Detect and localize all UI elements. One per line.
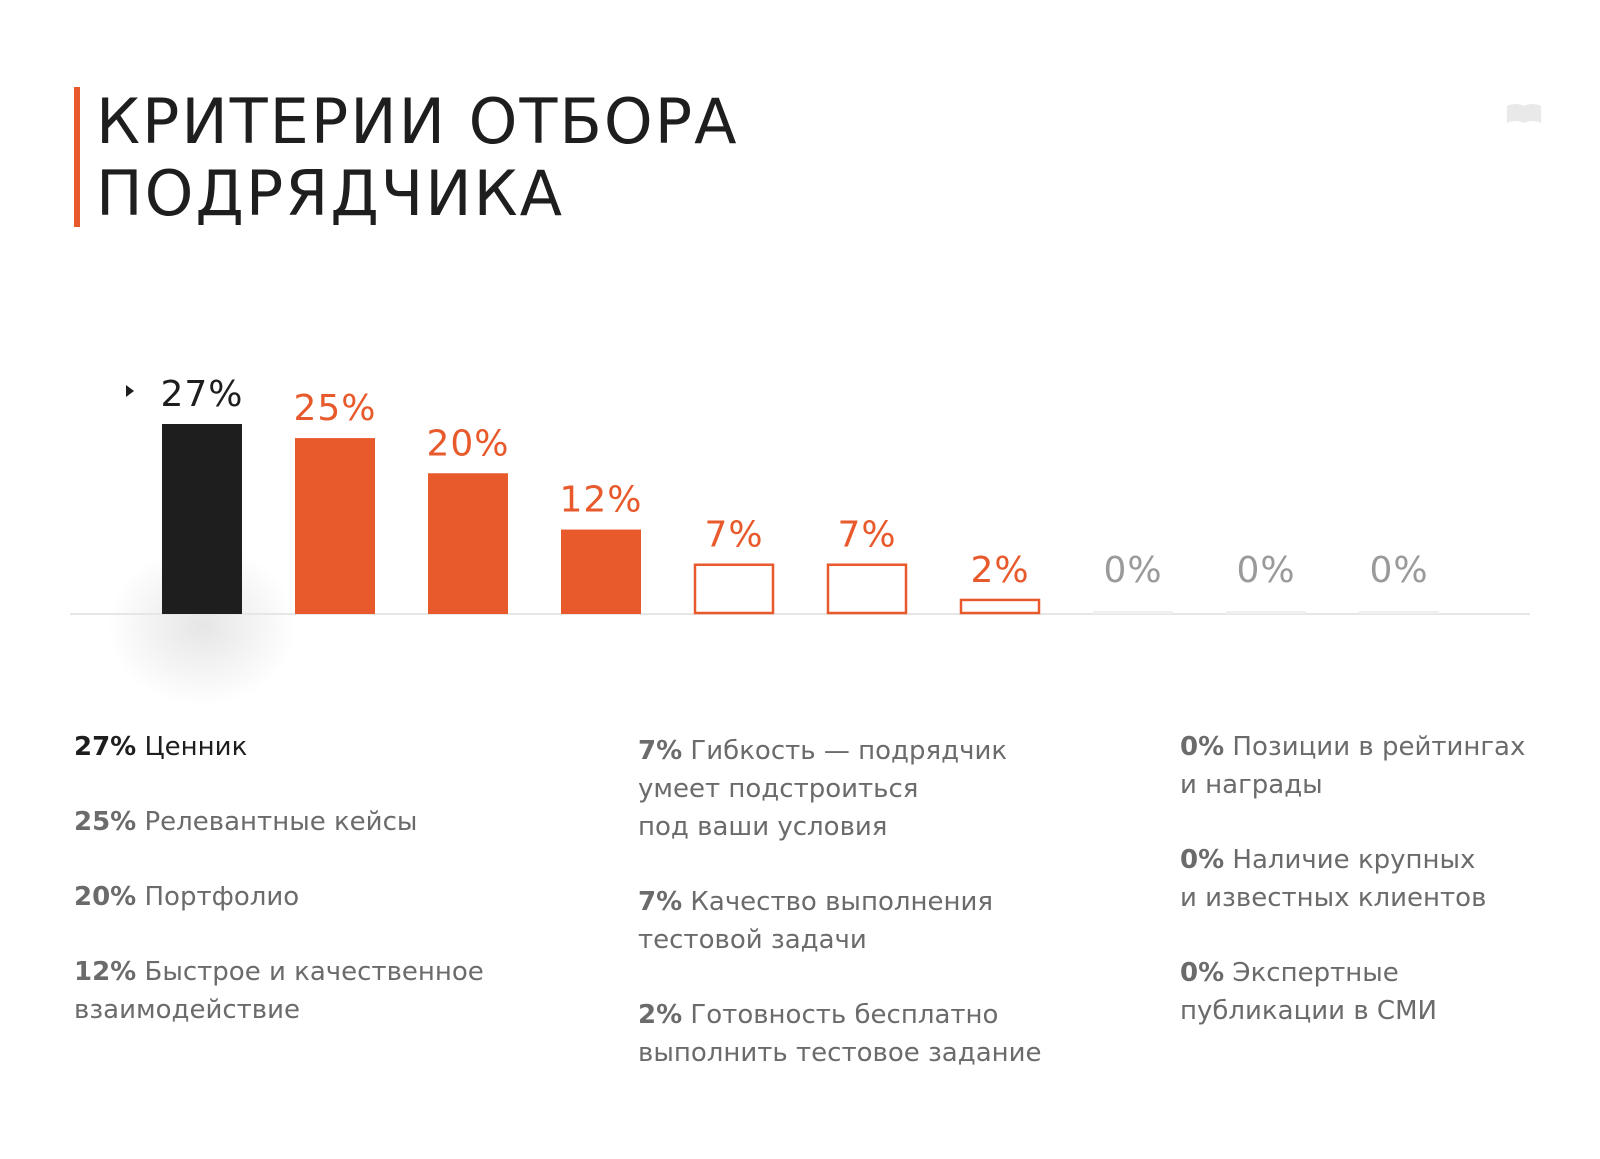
pointer-triangle-icon [126, 385, 134, 397]
legend-item: 0% Наличие крупных и известных клиентов [1180, 841, 1580, 917]
bar-1 [162, 424, 242, 614]
legend-line: взаимодействие [74, 995, 301, 1025]
bar-chart: 27% 25% 20% 12% 7% 7% 2% 0% 0% 0% [70, 374, 1530, 706]
legend-percent: 12% [74, 957, 137, 987]
legend-item: 20% Портфолио [74, 878, 574, 916]
legend-percent: 7% [638, 736, 683, 766]
legend-line: и награды [1180, 770, 1323, 800]
legend-percent: 25% [74, 807, 137, 837]
legend-percent: 27% [74, 732, 137, 762]
bar-2 [295, 438, 375, 614]
legend-line: 7% Качество выполнения [638, 887, 994, 917]
bar-value-label-2: 25% [293, 388, 376, 429]
bar-value-label-8: 0% [1103, 550, 1162, 591]
bar-value-label-3: 20% [426, 423, 509, 464]
legend-item: 7% Качество выполнения тестовой задачи [638, 883, 1118, 959]
legend-percent: 0% [1180, 845, 1225, 875]
legend-line: публикации в СМИ [1180, 996, 1437, 1026]
bar-value-label-4: 12% [559, 480, 642, 521]
bar-value-label-1: 27% [160, 374, 243, 415]
bar-10 [1359, 611, 1439, 614]
legend-line: 27% Ценник [74, 732, 248, 762]
bar-value-label-10: 0% [1369, 550, 1428, 591]
legend-item: 0% Позиции в рейтингах и награды [1180, 728, 1580, 804]
bar-shadow [107, 546, 297, 706]
title-accent-bar [74, 87, 80, 227]
legend-column-3: 0% Позиции в рейтингах и награды 0% Наличи… [1180, 728, 1580, 1067]
title-line-1: КРИТЕРИИ ОТБОРА [96, 85, 739, 158]
legend-column-1: 27% Ценник 25% Релевантные кейсы 20% Портф… [74, 728, 574, 1066]
legend-item: 25% Релевантные кейсы [74, 803, 574, 841]
legend-item: 12% Быстрое и качественное взаимодействие [74, 953, 574, 1029]
legend-line: 0% Наличие крупных [1180, 845, 1476, 875]
legend-column-2: 7% Гибкость — подрядчик умеет подстроитьс… [638, 732, 1118, 1109]
legend-item: 7% Гибкость — подрядчик умеет подстроитьс… [638, 732, 1118, 846]
bar-value-label-6: 7% [837, 515, 896, 556]
legend-percent: 2% [638, 1000, 683, 1030]
legend-percent: 0% [1180, 732, 1225, 762]
legend-line: 2% Готовность бесплатно [638, 1000, 999, 1030]
legend-line: тестовой задачи [638, 925, 867, 955]
bar-3 [428, 473, 508, 614]
legend-line: умеет подстроиться [638, 774, 919, 804]
legend-line: 0% Позиции в рейтингах [1180, 732, 1526, 762]
bar-value-label-5: 7% [704, 515, 763, 556]
page-title: КРИТЕРИИ ОТБОРА ПОДРЯДЧИКА [96, 86, 739, 230]
legend-line: 7% Гибкость — подрядчик [638, 736, 1008, 766]
bar-4 [561, 529, 641, 614]
bar-6 [826, 563, 908, 615]
bar-7 [959, 598, 1041, 615]
legend-item: 27% Ценник [74, 728, 574, 766]
legend-percent: 20% [74, 882, 137, 912]
legend-line: 12% Быстрое и качественное [74, 957, 484, 987]
legend-line: 0% Экспертные [1180, 958, 1399, 988]
legend-percent: 7% [638, 887, 683, 917]
legend-percent: 0% [1180, 958, 1225, 988]
bar-value-label-7: 2% [970, 550, 1029, 591]
legend-line: выполнить тестовое задание [638, 1038, 1042, 1068]
legend-line: и известных клиентов [1180, 883, 1487, 913]
legend-item: 2% Готовность бесплатно выполнить тестово… [638, 996, 1118, 1072]
legend-line: 20% Портфолио [74, 882, 300, 912]
legend-line: под ваши условия [638, 812, 888, 842]
legend-item: 0% Экспертные публикации в СМИ [1180, 954, 1580, 1030]
bar-5 [693, 563, 775, 615]
bar-8 [1093, 611, 1173, 614]
legend-line: 25% Релевантные кейсы [74, 807, 418, 837]
book-icon [1507, 104, 1541, 123]
bar-value-label-9: 0% [1236, 550, 1295, 591]
title-line-2: ПОДРЯДЧИКА [96, 157, 565, 230]
bar-9 [1226, 611, 1306, 614]
